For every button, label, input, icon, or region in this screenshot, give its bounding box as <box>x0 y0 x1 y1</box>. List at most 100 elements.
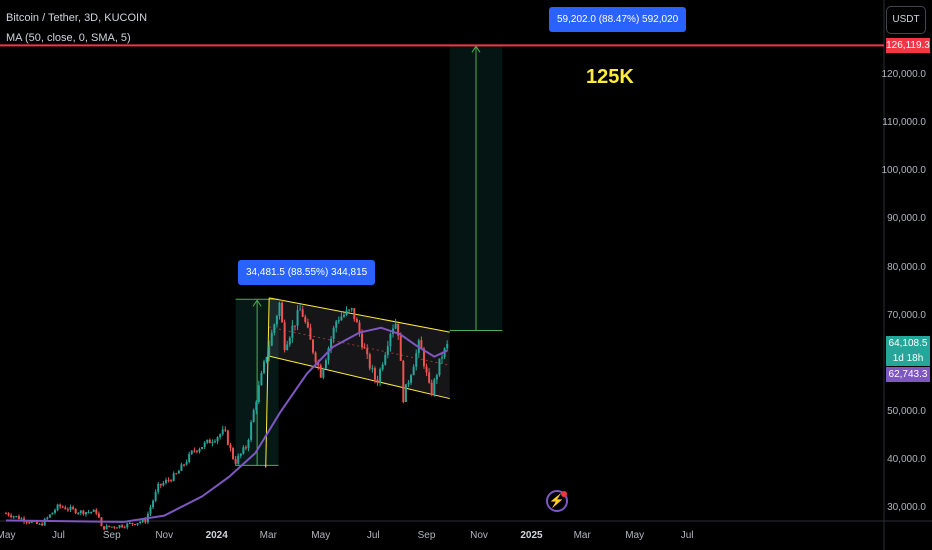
candle-body <box>275 316 278 325</box>
candle-body <box>152 500 155 508</box>
price-axis-label: 110,000.0 <box>882 116 926 128</box>
last-price-tag: 64,108.5 1d 18h <box>886 336 930 367</box>
candle-body <box>247 439 250 449</box>
candle-body <box>234 458 237 464</box>
candle-body <box>322 368 325 378</box>
candle-body <box>348 309 351 311</box>
candle-body <box>5 513 7 515</box>
channel-upper-line <box>269 297 450 333</box>
candle-body <box>15 516 18 518</box>
candle-body <box>288 337 291 345</box>
candle-body <box>139 521 142 524</box>
candle-body <box>345 310 348 315</box>
candle-body <box>283 322 286 351</box>
candle-body <box>180 464 183 471</box>
candle-body <box>87 512 90 514</box>
candle-body <box>441 357 444 359</box>
candle-body <box>386 346 389 355</box>
candle-body <box>301 309 304 317</box>
candle-body <box>61 506 64 508</box>
candle-body <box>183 464 186 466</box>
candle-body <box>422 348 425 367</box>
candle-body <box>226 430 229 445</box>
time-axis-label: May <box>625 530 645 541</box>
candle-body <box>368 354 371 369</box>
candle-body <box>270 332 273 346</box>
channel-midline <box>269 326 450 366</box>
candle-body <box>425 366 428 373</box>
candle-body <box>435 375 438 380</box>
candle-body <box>221 429 224 435</box>
candle-body <box>177 470 180 474</box>
target-price-value: 126,119.3 <box>886 40 930 52</box>
candle-body <box>296 310 299 326</box>
candle-body <box>48 514 51 518</box>
candle-body <box>337 320 340 322</box>
candle-body <box>399 335 402 361</box>
candle-body <box>198 449 201 452</box>
candle-body <box>175 473 178 475</box>
candle-body <box>304 316 307 323</box>
ma-price-value: 62,743.3 <box>888 369 928 381</box>
time-axis-label: May <box>0 530 16 541</box>
candle-body <box>412 366 415 376</box>
candle-body <box>260 372 263 386</box>
candle-body <box>82 510 85 515</box>
candle-body <box>110 526 113 528</box>
candle-body <box>208 439 211 444</box>
candle-body <box>136 523 139 525</box>
candle-body <box>263 361 265 373</box>
time-axis-label: Sep <box>417 530 436 541</box>
candle-body <box>193 450 196 452</box>
candle-body <box>157 483 160 492</box>
candle-body <box>134 523 136 525</box>
candle-body <box>361 333 364 348</box>
candle-body <box>10 515 13 518</box>
target-annotation[interactable]: 125K <box>586 66 634 88</box>
candle-body <box>28 522 31 524</box>
candle-body <box>216 437 219 442</box>
measure-2-label[interactable]: 59,202.0 (88.47%) 592,020 <box>549 7 687 32</box>
time-axis-label: Mar <box>573 530 591 541</box>
candle-body <box>103 526 106 530</box>
currency-button[interactable]: USDT <box>886 6 926 34</box>
measure-1-arrowhead <box>252 299 262 307</box>
price-axis-label: 70,000.0 <box>887 309 926 321</box>
candle-body <box>164 480 167 483</box>
candle-body <box>278 302 281 317</box>
price-axis-label: 120,000.0 <box>881 68 927 80</box>
candle-body <box>51 512 54 515</box>
candle-body <box>286 344 289 351</box>
candle-body <box>317 362 320 366</box>
candle-body <box>327 348 330 361</box>
candle-body <box>446 344 449 349</box>
price-axis-label: 50,000.0 <box>887 406 926 418</box>
measure-1-label[interactable]: 34,481.5 (88.55%) 344,815 <box>238 260 376 285</box>
candle-body <box>257 385 260 402</box>
indicator-legend[interactable]: MA (50, close, 0, SMA, 5) <box>6 32 131 44</box>
candle-body <box>77 512 80 514</box>
candle-body <box>206 439 209 443</box>
candle-body <box>128 522 131 524</box>
price-axis-label: 40,000.0 <box>887 454 926 466</box>
candle-body <box>74 508 77 514</box>
candle-body <box>355 319 358 323</box>
candle-body <box>312 339 315 353</box>
time-axis-label: Jul <box>52 530 65 541</box>
price-axis-label: 30,000.0 <box>887 502 926 514</box>
candle-body <box>250 422 253 440</box>
candle-body <box>291 325 294 338</box>
candle-body <box>363 347 366 349</box>
candle-body <box>397 323 400 336</box>
candle-body <box>17 516 20 520</box>
candle-body <box>167 480 170 482</box>
candle-body <box>131 522 134 524</box>
chart-title[interactable]: Bitcoin / Tether, 3D, KUCOIN <box>6 12 148 24</box>
candle-body <box>213 441 216 443</box>
lightning-icon[interactable]: ⚡ <box>546 490 568 512</box>
candle-body <box>149 507 152 514</box>
candle-body <box>342 314 345 317</box>
time-axis-label: May <box>311 530 331 541</box>
